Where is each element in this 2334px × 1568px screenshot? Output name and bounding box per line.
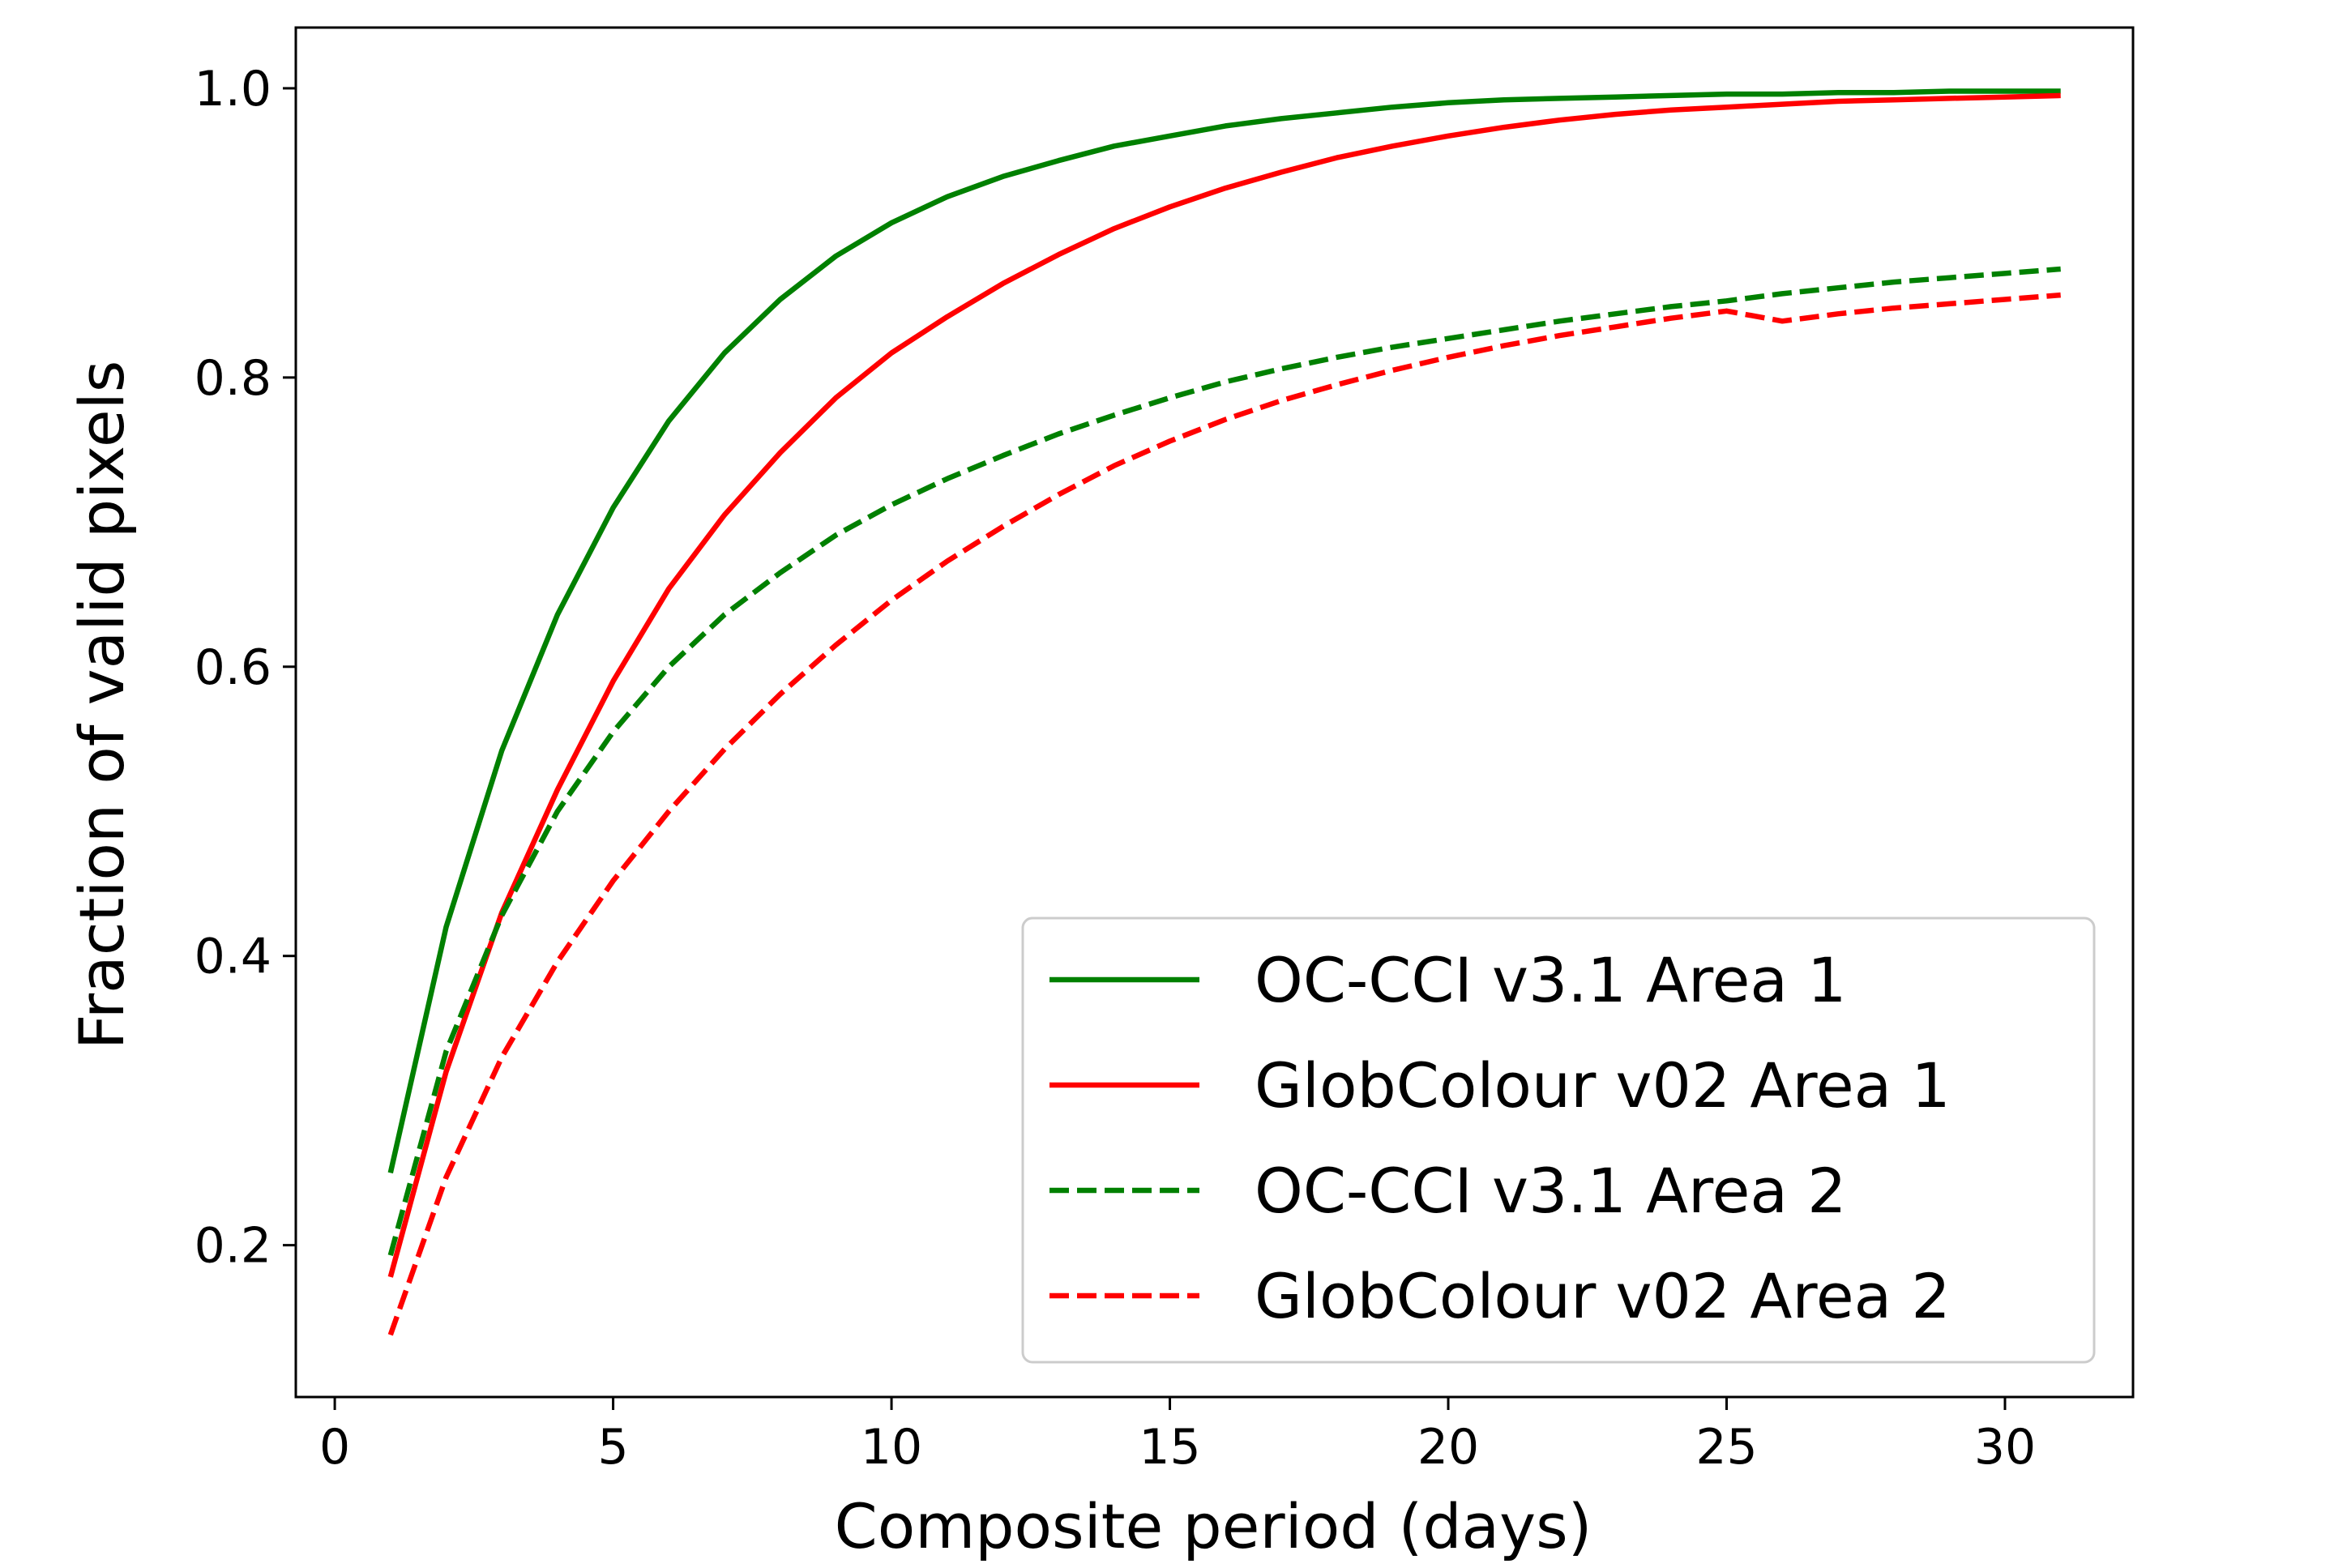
legend-label-2: GlobColour v02 Area 1 (1255, 1049, 1951, 1122)
series-line-2 (387, 92, 2061, 1278)
y-tick-label: 0.4 (194, 929, 271, 985)
series-line-4 (387, 292, 2061, 1336)
legend-box (1021, 916, 2096, 1364)
x-tick-label: 15 (1139, 1419, 1200, 1476)
legend-label-4: GlobColour v02 Area 2 (1255, 1260, 1951, 1332)
x-tick-label: 10 (861, 1419, 922, 1476)
x-tick-label: 5 (597, 1419, 628, 1476)
x-tick-label: 0 (319, 1419, 350, 1476)
legend-label-1: OC-CCI v3.1 Area 1 (1255, 944, 1846, 1016)
y-axis-label: Fraction of valid pixels (66, 361, 138, 1050)
plot-frame (294, 26, 2135, 1399)
x-tick-label: 30 (1974, 1419, 2036, 1476)
series-line-1 (387, 88, 2061, 1174)
legend-label-3: OC-CCI v3.1 Area 2 (1255, 1155, 1846, 1227)
legend: OC-CCI v3.1 Area 1 GlobColour v02 Area 1 O… (1021, 916, 2096, 1364)
series-line-3 (387, 266, 2061, 1256)
y-tick-label: 0.6 (194, 639, 271, 696)
series-layer (387, 88, 2061, 1336)
axes-layer: 0 5 10 15 20 25 30 0.2 0.4 0.6 0.8 1.0 (194, 26, 2135, 1476)
x-tick-label: 20 (1417, 1419, 1479, 1476)
x-tick-label: 25 (1695, 1419, 1757, 1476)
y-tick-label: 0.2 (194, 1218, 271, 1275)
y-tick-label: 1.0 (194, 61, 271, 117)
y-tick-label: 0.8 (194, 350, 271, 407)
x-axis-label: Composite period (days) (835, 1490, 1592, 1562)
